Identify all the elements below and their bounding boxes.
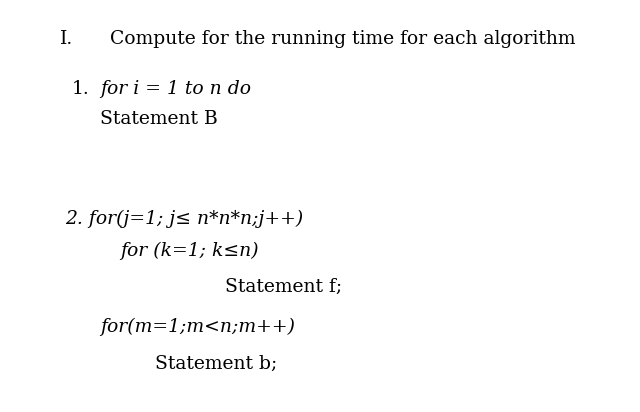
Text: Statement B: Statement B [100, 110, 218, 128]
Text: Compute for the running time for each algorithm: Compute for the running time for each al… [110, 30, 575, 48]
Text: for(m=1;m<n;m++): for(m=1;m<n;m++) [100, 318, 295, 336]
Text: I.: I. [60, 30, 73, 48]
Text: for (k=1; k≤n): for (k=1; k≤n) [120, 242, 259, 260]
Text: for i = 1 to n do: for i = 1 to n do [100, 80, 251, 98]
Text: Statement b;: Statement b; [155, 355, 277, 373]
Text: 2. for(j=1; j≤ n*n*n;j++): 2. for(j=1; j≤ n*n*n;j++) [65, 210, 303, 228]
Text: Statement f;: Statement f; [225, 278, 342, 296]
Text: 1.: 1. [72, 80, 90, 98]
